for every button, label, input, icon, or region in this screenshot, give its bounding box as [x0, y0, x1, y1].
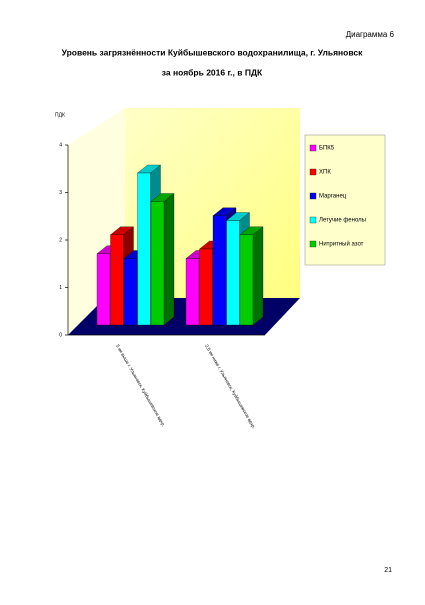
legend-label: ХПК: [319, 170, 331, 176]
legend-label: Летучие фенолы: [319, 218, 366, 224]
legend-swatch: [309, 216, 317, 224]
legend-swatch: [309, 144, 317, 152]
y-tick-label: 2: [59, 237, 62, 243]
chart-title: Уровень загрязнённости Куйбышевского вод…: [62, 47, 364, 57]
x-tick-label: 5 км выше г. Ульяновск, Куйбышевское вдх…: [115, 343, 167, 427]
y-tick-label: 4: [59, 142, 62, 148]
bar: [226, 220, 240, 326]
legend-swatch: [309, 192, 317, 200]
bar: [110, 234, 124, 326]
legend: [304, 134, 386, 266]
y-axis-label: ПДК: [55, 112, 65, 118]
bar-side: [252, 226, 264, 326]
bar: [137, 172, 151, 326]
page-number: 21: [384, 567, 392, 574]
y-tick-label: 1: [59, 285, 62, 291]
bar: [185, 258, 200, 326]
legend-swatch: [309, 168, 317, 176]
bar: [199, 248, 213, 326]
chart-subtitle: за ноябрь 2016 г., в ПДК: [162, 67, 263, 77]
y-tick-label: 3: [59, 190, 62, 196]
y-tick-label: 0: [59, 332, 62, 338]
bar: [150, 201, 165, 326]
bar: [96, 253, 111, 326]
bar: [123, 258, 138, 326]
legend-label: БПК5: [319, 146, 335, 152]
bar: [212, 215, 227, 326]
legend-label: Нитритный азот: [319, 241, 364, 248]
legend-swatch: [309, 240, 317, 248]
legend-label: Марганец: [319, 194, 347, 200]
x-tick-label: 2,5 км ниже г. Ульяновск, Куйбышевское в…: [204, 343, 257, 429]
bar-side: [163, 193, 175, 326]
bar: [239, 234, 254, 326]
diagram-label: Диаграмма 6: [346, 30, 395, 39]
